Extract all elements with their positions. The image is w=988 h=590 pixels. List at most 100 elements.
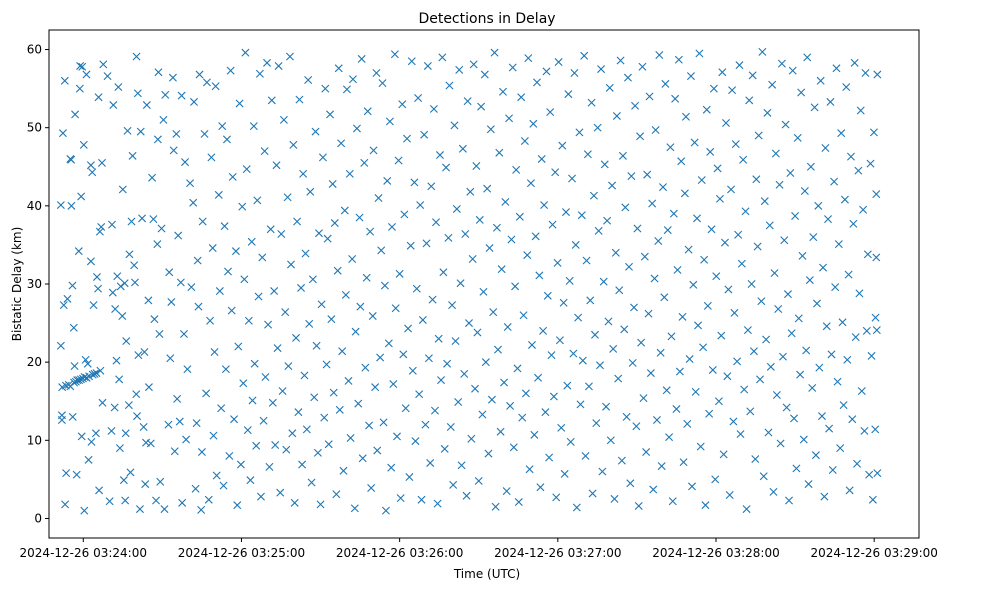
data-point xyxy=(276,488,285,497)
data-point xyxy=(74,247,83,256)
data-point xyxy=(519,311,528,320)
data-point xyxy=(265,462,274,471)
data-point xyxy=(220,222,229,231)
data-point xyxy=(222,135,231,144)
data-point xyxy=(335,405,344,414)
data-point xyxy=(350,504,359,513)
data-point xyxy=(869,128,878,137)
data-point xyxy=(685,355,694,364)
data-point xyxy=(352,124,361,133)
data-point xyxy=(780,236,789,245)
data-point xyxy=(512,165,521,174)
data-point xyxy=(758,47,767,56)
data-point xyxy=(423,61,432,70)
data-point xyxy=(854,166,863,175)
data-point xyxy=(828,466,837,474)
data-point xyxy=(422,239,431,248)
data-point xyxy=(521,389,530,398)
data-point xyxy=(569,349,578,358)
data-point xyxy=(588,489,597,498)
data-point xyxy=(463,97,472,106)
data-point xyxy=(783,290,792,299)
data-point xyxy=(398,100,407,109)
data-point xyxy=(108,220,116,229)
data-point xyxy=(434,334,443,343)
data-point xyxy=(661,79,670,88)
data-point xyxy=(298,460,307,469)
data-point xyxy=(526,179,535,188)
data-point xyxy=(816,76,825,85)
data-point xyxy=(461,229,470,238)
x-axis-label: Time (UTC) xyxy=(453,567,520,581)
data-point xyxy=(700,255,709,264)
data-point xyxy=(571,240,580,249)
data-point xyxy=(389,380,398,389)
data-point xyxy=(80,506,89,515)
data-point xyxy=(805,276,814,285)
data-point xyxy=(612,111,621,120)
data-point xyxy=(183,365,192,374)
data-point xyxy=(346,433,355,442)
data-point xyxy=(305,319,314,328)
data-point xyxy=(94,284,103,293)
data-point xyxy=(632,422,641,431)
data-point xyxy=(817,412,826,421)
data-point xyxy=(401,404,410,413)
x-tick-label: 2024-12-26 03:24:00 xyxy=(20,546,147,560)
data-point xyxy=(752,175,761,184)
data-point xyxy=(638,62,647,71)
data-point xyxy=(112,356,121,365)
data-point xyxy=(467,434,476,443)
data-point xyxy=(713,164,722,173)
data-point xyxy=(592,419,601,428)
data-point xyxy=(445,81,454,90)
data-point xyxy=(733,357,742,366)
data-point xyxy=(123,126,132,135)
data-point xyxy=(254,292,263,301)
data-point xyxy=(278,387,287,396)
data-point xyxy=(480,70,489,79)
data-point xyxy=(135,505,144,514)
data-point xyxy=(814,201,823,210)
data-point xyxy=(186,179,195,188)
data-point xyxy=(228,172,237,181)
data-point xyxy=(234,342,243,351)
data-point xyxy=(396,494,405,503)
data-point xyxy=(139,423,148,432)
data-point xyxy=(288,429,297,438)
data-point xyxy=(190,97,198,106)
data-point xyxy=(574,313,583,322)
data-point xyxy=(96,366,105,375)
data-point xyxy=(415,390,424,399)
data-point xyxy=(479,287,488,296)
data-point xyxy=(149,215,158,224)
data-point xyxy=(580,51,589,60)
data-point xyxy=(86,161,95,170)
data-point xyxy=(611,248,620,257)
data-point xyxy=(354,399,363,408)
data-point xyxy=(520,136,529,145)
data-point xyxy=(489,308,498,317)
data-point xyxy=(141,480,150,489)
data-point xyxy=(387,463,396,472)
data-point xyxy=(540,201,549,210)
data-point xyxy=(493,345,502,354)
data-point xyxy=(558,141,567,150)
data-point xyxy=(782,403,791,412)
y-tick-label: 20 xyxy=(27,355,42,369)
data-point xyxy=(118,312,127,321)
data-point xyxy=(769,487,778,496)
data-point xyxy=(866,159,875,168)
data-point xyxy=(69,323,78,332)
data-point xyxy=(95,227,104,236)
data-point xyxy=(452,204,461,213)
data-point xyxy=(440,444,449,453)
data-point xyxy=(568,174,577,183)
data-point xyxy=(140,348,149,356)
data-point xyxy=(202,389,211,398)
data-point xyxy=(485,244,494,253)
data-point xyxy=(313,448,322,457)
data-point xyxy=(367,483,376,492)
data-point xyxy=(559,298,568,307)
